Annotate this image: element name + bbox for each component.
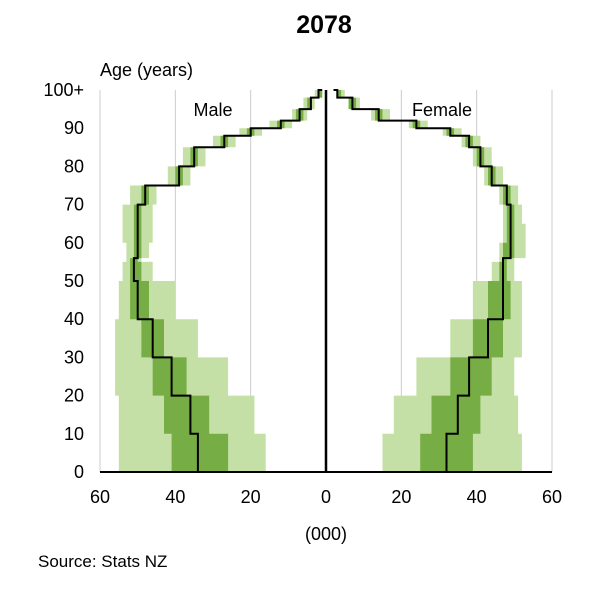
y-tick-label: 30 <box>64 347 84 367</box>
y-tick-label: 10 <box>64 424 84 444</box>
y-tick-label: 0 <box>74 462 84 482</box>
panel-labels: Male Female <box>193 100 472 120</box>
x-tick-label: 20 <box>391 487 411 507</box>
y-tick-label: 20 <box>64 386 84 406</box>
chart-title: 2078 <box>296 11 352 39</box>
male-median-line <box>132 89 323 472</box>
female-label: Female <box>412 100 472 120</box>
y-tick-label: 40 <box>64 309 84 329</box>
x-tick-label: 40 <box>165 487 185 507</box>
axes <box>100 90 552 473</box>
y-tick-label: 60 <box>64 233 84 253</box>
x-tick-label: 40 <box>467 487 487 507</box>
y-tick-label: 70 <box>64 195 84 215</box>
x-axis-label: (000) <box>305 524 347 544</box>
female-median-line <box>333 89 512 472</box>
x-tick-labels: 60 40 20 0 20 40 60 <box>90 487 562 507</box>
y-tick-label: 100+ <box>43 80 84 100</box>
projection-bands <box>115 90 526 472</box>
x-tick-label: 0 <box>321 487 331 507</box>
male-label: Male <box>193 100 232 120</box>
y-tick-label: 80 <box>64 156 84 176</box>
source-note: Source: Stats NZ <box>38 552 168 571</box>
x-tick-label: 60 <box>542 487 562 507</box>
median-lines <box>132 89 512 472</box>
y-tick-labels: 0 10 20 30 40 50 60 70 80 90 100+ <box>43 80 84 482</box>
x-tick-label: 20 <box>241 487 261 507</box>
y-tick-label: 90 <box>64 118 84 138</box>
x-tick-label: 60 <box>90 487 110 507</box>
y-tick-label: 50 <box>64 271 84 291</box>
y-axis-label: Age (years) <box>100 60 193 80</box>
